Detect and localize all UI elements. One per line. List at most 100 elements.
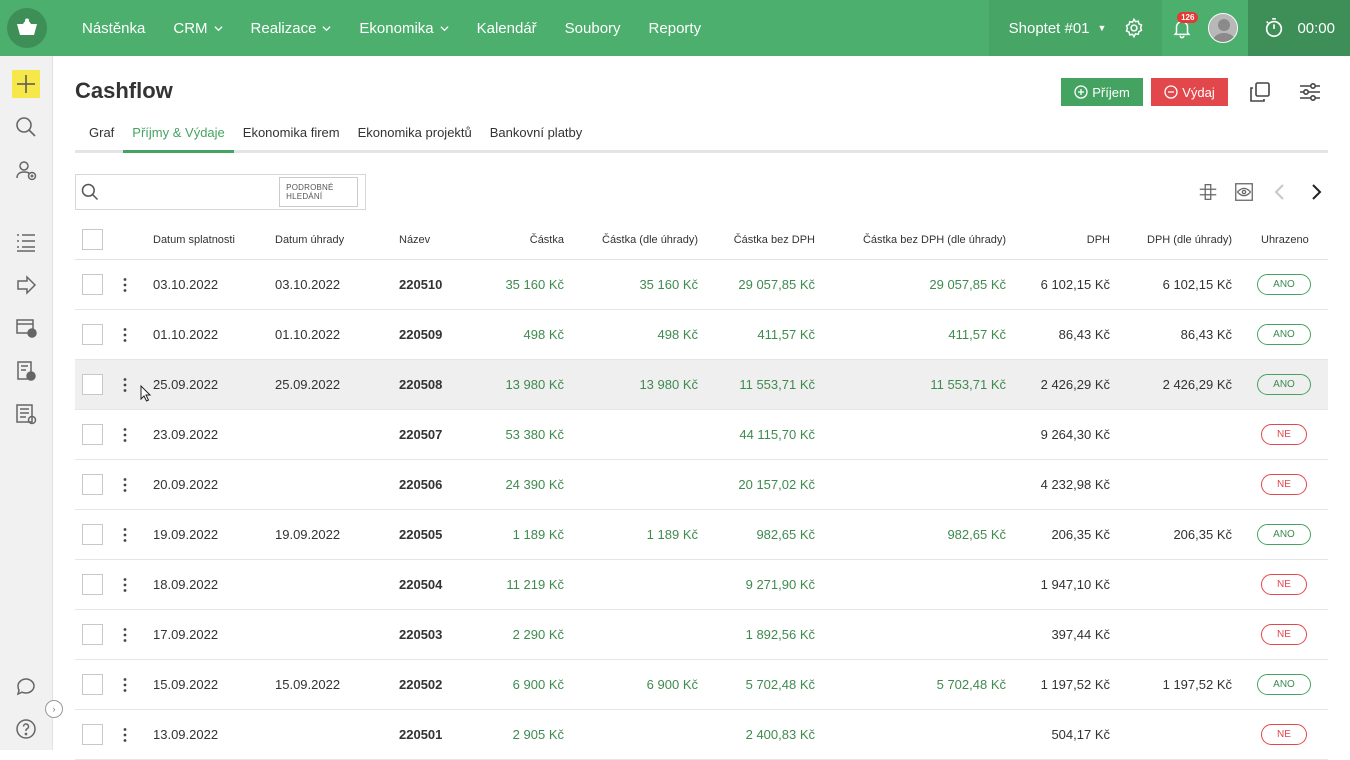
tab-0[interactable]: Graf	[89, 125, 115, 140]
status-badge[interactable]: ANO	[1257, 524, 1311, 545]
cell-due-date: 20.09.2022	[153, 477, 219, 492]
header-due-date[interactable]: Datum splatnosti	[153, 233, 235, 246]
row-checkbox[interactable]	[82, 460, 103, 509]
nav-item-6[interactable]: Reporty	[635, 0, 716, 56]
row-checkbox[interactable]	[82, 510, 103, 559]
table-row[interactable]: 01.10.2022 01.10.2022 220509 498 Kč 498 Kč 41…	[75, 310, 1328, 360]
nav-item-3[interactable]: Ekonomika	[345, 0, 462, 56]
more-vertical-icon[interactable]	[122, 410, 128, 459]
chevron-left-icon[interactable]	[1268, 180, 1292, 204]
cell-pay-date: 19.09.2022	[275, 527, 341, 542]
nav-item-4[interactable]: Kalendář	[463, 0, 551, 56]
status-badge[interactable]: NE	[1261, 424, 1307, 445]
row-checkbox[interactable]	[82, 410, 103, 459]
chevron-right-icon[interactable]	[1304, 180, 1328, 204]
expense-icon[interactable]	[12, 357, 40, 385]
more-vertical-icon[interactable]	[122, 360, 128, 409]
select-all-checkbox[interactable]	[82, 220, 103, 259]
more-vertical-icon[interactable]	[122, 660, 128, 709]
header-net[interactable]: Částka bez DPH	[733, 233, 815, 246]
row-checkbox[interactable]	[82, 710, 103, 759]
header-amount[interactable]: Částka	[529, 233, 564, 246]
header-amount-paid[interactable]: Částka (dle úhrady)	[602, 233, 698, 246]
header-vat-paid[interactable]: DPH (dle úhrady)	[1147, 233, 1232, 246]
gear-icon[interactable]	[1114, 0, 1154, 56]
table-row[interactable]: 25.09.2022 25.09.2022 220508 13 980 Kč 13 98…	[75, 360, 1328, 410]
add-expense-button[interactable]: Výdaj	[1151, 78, 1228, 106]
more-vertical-icon[interactable]	[122, 260, 128, 309]
more-vertical-icon[interactable]	[122, 510, 128, 559]
status-badge[interactable]: ANO	[1257, 374, 1311, 395]
status-badge[interactable]: ANO	[1257, 674, 1311, 695]
table-row[interactable]: 17.09.2022 220503 2 290 Kč 1 892,56 Kč 397,4…	[75, 610, 1328, 660]
invoice-icon[interactable]	[12, 314, 40, 342]
row-checkbox[interactable]	[82, 260, 103, 309]
add-income-button[interactable]: Příjem	[1061, 78, 1143, 106]
cell-due-date: 25.09.2022	[153, 377, 219, 392]
export-icon[interactable]	[12, 271, 40, 299]
table-row[interactable]: 18.09.2022 220504 11 219 Kč 9 271,90 Kč 1 94…	[75, 560, 1328, 610]
notifications-button[interactable]: 126	[1162, 0, 1202, 56]
time-tracker[interactable]: 00:00	[1248, 0, 1350, 56]
eye-settings-icon[interactable]	[1232, 180, 1256, 204]
cell-net: 11 553,71 Kč	[739, 377, 815, 392]
add-contact-icon[interactable]	[12, 156, 40, 184]
app-logo[interactable]	[0, 0, 53, 56]
add-expense-label: Výdaj	[1182, 84, 1215, 100]
sidebar-expand-button[interactable]: ›	[45, 700, 63, 718]
cell-vat: 397,44 Kč	[1051, 627, 1110, 642]
table-row[interactable]: 19.09.2022 19.09.2022 220505 1 189 Kč 1 189 …	[75, 510, 1328, 560]
cell-amount: 2 290 Kč	[512, 627, 564, 642]
nav-item-1[interactable]: CRM	[159, 0, 236, 56]
status-badge[interactable]: ANO	[1257, 274, 1311, 295]
task-list-icon[interactable]	[12, 228, 40, 256]
table-row[interactable]: 13.09.2022 220501 2 905 Kč 2 400,83 Kč 504,1…	[75, 710, 1328, 760]
search-icon[interactable]	[12, 113, 40, 141]
status-badge[interactable]: NE	[1261, 624, 1307, 645]
shop-selector[interactable]: Shoptet #01 ▼	[988, 0, 1163, 56]
more-vertical-icon[interactable]	[122, 310, 128, 359]
header-paid[interactable]: Uhrazeno	[1261, 233, 1309, 246]
more-vertical-icon[interactable]	[122, 560, 128, 609]
more-vertical-icon[interactable]	[122, 460, 128, 509]
columns-toggle-icon[interactable]	[1196, 180, 1220, 204]
row-checkbox[interactable]	[82, 310, 103, 359]
report-icon[interactable]	[12, 400, 40, 428]
help-icon[interactable]	[12, 715, 40, 743]
row-checkbox[interactable]	[82, 560, 103, 609]
row-checkbox[interactable]	[82, 360, 103, 409]
tab-1[interactable]: Příjmy & Výdaje	[123, 124, 234, 153]
tab-2[interactable]: Ekonomika firem	[242, 125, 340, 140]
paid-status-cell: NE	[1261, 460, 1307, 509]
quick-add-button[interactable]	[12, 70, 40, 98]
nav-item-2[interactable]: Realizace	[237, 0, 346, 56]
cell-due-date: 03.10.2022	[153, 277, 219, 292]
more-vertical-icon[interactable]	[122, 710, 128, 759]
row-checkbox[interactable]	[82, 660, 103, 709]
paid-status-cell: NE	[1261, 410, 1307, 459]
header-net-paid[interactable]: Částka bez DPH (dle úhrady)	[862, 233, 1006, 246]
tab-4[interactable]: Bankovní platby	[489, 125, 583, 140]
status-badge[interactable]: NE	[1261, 574, 1307, 595]
header-pay-date[interactable]: Datum úhrady	[275, 233, 345, 246]
avatar[interactable]	[1208, 13, 1239, 43]
table-row[interactable]: 23.09.2022 220507 53 380 Kč 44 115,70 Kč 9 2…	[75, 410, 1328, 460]
row-checkbox[interactable]	[82, 610, 103, 659]
advanced-search-button[interactable]: PODROBNÉ HLEDÁNÍ	[279, 177, 358, 207]
status-badge[interactable]: ANO	[1257, 324, 1311, 345]
header-vat[interactable]: DPH	[1086, 233, 1110, 246]
chat-icon[interactable]	[12, 672, 40, 700]
nav-item-0[interactable]: Nástěnka	[68, 0, 159, 56]
header-name[interactable]: Název	[399, 233, 431, 246]
filter-settings-icon[interactable]	[1292, 77, 1328, 107]
copy-icon[interactable]	[1242, 77, 1278, 107]
tab-3[interactable]: Ekonomika projektů	[357, 125, 472, 140]
nav-item-5[interactable]: Soubory	[551, 0, 635, 56]
table-row[interactable]: 03.10.2022 03.10.2022 220510 35 160 Kč 35 16…	[75, 260, 1328, 310]
search-input[interactable]	[103, 177, 280, 207]
table-row[interactable]: 15.09.2022 15.09.2022 220502 6 900 Kč 6 900 …	[75, 660, 1328, 710]
status-badge[interactable]: NE	[1261, 474, 1307, 495]
table-row[interactable]: 20.09.2022 220506 24 390 Kč 20 157,02 Kč 4 2…	[75, 460, 1328, 510]
status-badge[interactable]: NE	[1261, 724, 1307, 745]
more-vertical-icon[interactable]	[122, 610, 128, 659]
